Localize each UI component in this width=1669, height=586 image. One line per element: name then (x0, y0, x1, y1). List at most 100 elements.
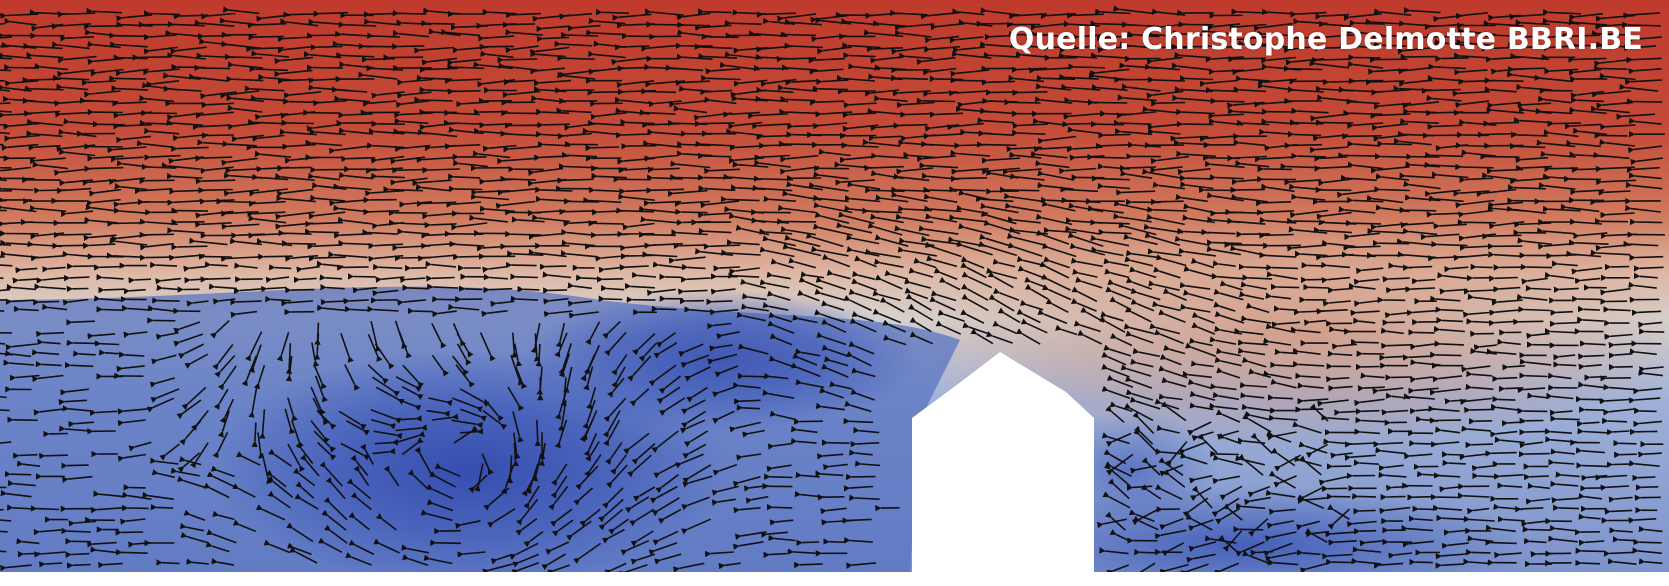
velocity-arrow (113, 123, 152, 130)
velocity-arrow (1036, 74, 1076, 82)
velocity-arrow (1287, 130, 1322, 138)
velocity-arrow (842, 42, 881, 49)
velocity-arrow (1407, 494, 1432, 501)
velocity-arrow (1284, 142, 1323, 149)
velocity-arrow (705, 67, 741, 75)
velocity-arrow (22, 76, 62, 84)
velocity-arrow (835, 11, 873, 19)
velocity-arrow (64, 361, 94, 369)
velocity-arrow (642, 140, 682, 148)
velocity-arrow (695, 140, 735, 148)
velocity-arrow (1338, 152, 1376, 159)
velocity-arrow (1405, 286, 1436, 293)
velocity-arrow (503, 78, 536, 86)
velocity-arrow (337, 264, 369, 271)
velocity-arrow (171, 145, 209, 153)
velocity-arrow (305, 139, 343, 147)
velocity-arrow (500, 175, 536, 183)
velocity-arrow (374, 439, 399, 446)
velocity-arrow (52, 74, 90, 82)
velocity-arrow (1444, 398, 1467, 405)
velocity-arrow (1012, 122, 1048, 129)
velocity-arrow (785, 79, 818, 86)
velocity-arrow (1590, 105, 1630, 114)
velocity-arrow (341, 155, 376, 163)
velocity-arrow (1436, 316, 1463, 324)
velocity-arrow (220, 90, 260, 99)
velocity-arrow (132, 54, 172, 61)
velocity-arrow (1501, 420, 1525, 427)
velocity-arrow (344, 305, 369, 313)
velocity-arrow (306, 123, 341, 132)
velocity-arrow (7, 416, 38, 423)
velocity-arrow (646, 187, 685, 194)
velocity-arrow (201, 12, 236, 20)
velocity-arrow (221, 157, 258, 166)
velocity-arrow (647, 128, 684, 136)
velocity-arrow (614, 44, 650, 51)
velocity-arrow (66, 339, 97, 346)
velocity-arrow (1205, 56, 1244, 63)
velocity-arrow (557, 177, 594, 184)
velocity-arrow (759, 142, 792, 149)
velocity-arrow (1357, 385, 1385, 392)
ground-strip (0, 572, 1669, 586)
velocity-arrow (0, 57, 13, 60)
velocity-arrow (590, 111, 628, 121)
velocity-arrow (30, 505, 60, 512)
velocity-arrow (1456, 38, 1494, 47)
velocity-arrow (0, 69, 12, 72)
velocity-arrow (816, 78, 849, 86)
velocity-arrow (1339, 41, 1376, 49)
velocity-arrow (216, 198, 256, 205)
velocity-arrow (394, 117, 429, 125)
velocity-arrow (1238, 263, 1269, 270)
velocity-arrow (756, 133, 792, 140)
velocity-arrow (616, 207, 654, 214)
velocity-arrow (1322, 78, 1356, 86)
velocity-arrow (1484, 86, 1517, 93)
velocity-arrow (392, 167, 428, 174)
velocity-arrow (1250, 549, 1274, 556)
velocity-arrow (1542, 8, 1581, 16)
velocity-arrow (277, 164, 312, 172)
velocity-arrow (331, 86, 368, 93)
velocity-arrow (169, 188, 206, 195)
velocity-arrow (26, 118, 64, 127)
velocity-arrow (1259, 232, 1294, 239)
velocity-arrow (673, 105, 707, 114)
velocity-arrow (1326, 376, 1350, 383)
velocity-arrow (1400, 118, 1439, 125)
velocity-arrow (893, 122, 928, 129)
velocity-arrow (701, 74, 741, 82)
velocity-arrow (227, 61, 264, 69)
velocity-arrow (338, 239, 373, 247)
velocity-arrow (61, 527, 91, 535)
velocity-arrow (248, 118, 287, 126)
velocity-arrow (372, 263, 403, 271)
velocity-arrow (842, 517, 872, 524)
velocity-arrow (1148, 76, 1186, 83)
velocity-arrow (283, 91, 321, 99)
velocity-arrow (201, 101, 235, 109)
velocity-arrow (756, 86, 794, 94)
velocity-arrow (274, 56, 314, 65)
velocity-arrow (165, 29, 203, 38)
velocity-arrow (338, 21, 377, 28)
velocity-arrow (952, 46, 985, 54)
velocity-arrow (35, 360, 62, 368)
velocity-arrow (777, 84, 818, 92)
velocity-arrow (473, 61, 513, 70)
velocity-arrow (575, 274, 602, 281)
velocity-arrow (414, 46, 454, 54)
velocity-arrow (13, 305, 39, 313)
velocity-arrow (808, 57, 845, 64)
velocity-arrow (1426, 94, 1462, 102)
velocity-arrow (843, 101, 877, 109)
velocity-arrow (867, 107, 901, 115)
velocity-arrow (1603, 306, 1631, 313)
velocity-arrow (1291, 107, 1329, 115)
velocity-arrow (293, 276, 317, 284)
velocity-arrow (268, 264, 292, 271)
velocity-arrow (1142, 105, 1180, 114)
